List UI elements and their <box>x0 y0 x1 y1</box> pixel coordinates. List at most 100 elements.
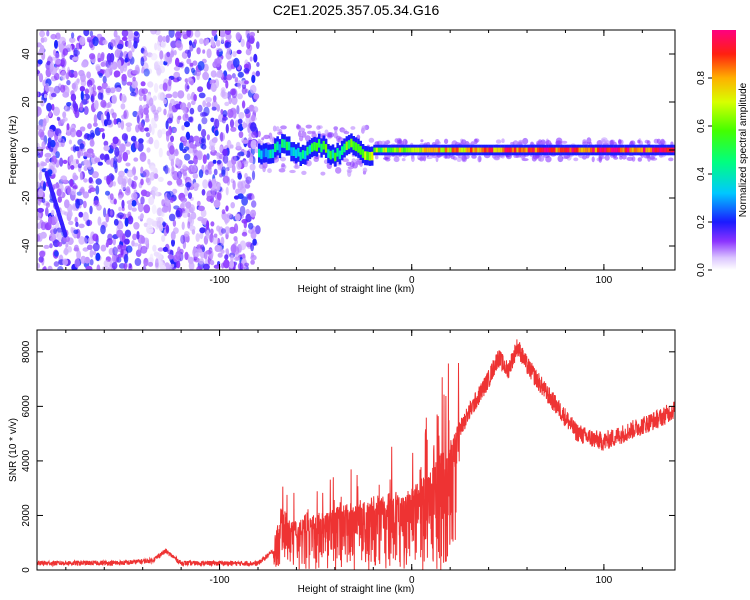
spectrogram-noise-cell <box>155 190 159 197</box>
spectrogram-halo-cell <box>296 125 302 129</box>
spectrogram-signal-core <box>458 147 462 153</box>
spectrogram-halo-cell <box>335 167 342 174</box>
spectrogram-noise-cell <box>222 110 228 118</box>
spectrogram-signal-core <box>518 147 522 153</box>
spectrogram-noise-cell <box>37 199 41 206</box>
spectrogram-signal-core <box>580 147 584 153</box>
spectrogram-signal-core <box>546 147 549 153</box>
spectrogram-noise-cell <box>65 243 69 248</box>
spectrogram-signal-core <box>258 148 261 158</box>
spectrogram-signal-core <box>620 147 623 153</box>
spectrogram-noise-cell <box>182 113 189 122</box>
spectrogram-signal-core <box>624 147 628 153</box>
spectrogram-signal-core <box>444 147 448 153</box>
spectrogram-noise-cell <box>93 122 98 127</box>
spectrogram-signal-core <box>359 146 362 155</box>
spectrogram-signal-core <box>467 147 471 153</box>
spectrogram-signal-core <box>488 147 492 153</box>
spectrogram-noise-cell <box>181 125 185 131</box>
spectrogram-noise-cell <box>188 160 194 165</box>
spectrogram-noise-cell <box>121 181 127 191</box>
spectrogram-noise-cell <box>212 235 219 245</box>
spectrogram-noise-cell <box>170 158 175 167</box>
spectrogram-signal-core <box>610 147 614 153</box>
spectrogram-noise-cell <box>191 100 196 106</box>
spectrogram-noise-cell <box>189 107 195 115</box>
spectrogram-signal-core <box>640 147 644 153</box>
spectrogram-halo-cell <box>278 168 286 173</box>
spectrogram-xlabel: Height of straight line (km) <box>298 284 415 295</box>
spectrogram-halo-cell <box>545 156 552 163</box>
spectrogram-noise-cell <box>144 127 150 132</box>
spectrogram-noise-cell <box>89 249 94 258</box>
colorbar-ticks: 0.0 0.2 0.4 0.6 0.8 <box>696 71 712 277</box>
spectrogram-noise-cell <box>64 247 69 256</box>
spectrogram-noise-cell <box>236 160 242 170</box>
spectrogram-noise-cell <box>119 222 124 230</box>
spectrogram-noise-cell <box>170 263 175 268</box>
spectrogram-signal-core <box>292 147 296 156</box>
spectrogram-signal-core <box>407 147 411 153</box>
spectrogram-noise-cell <box>201 117 208 125</box>
spectrogram-noise-cell <box>203 251 208 260</box>
spectrogram-noise-cell <box>83 178 88 183</box>
spectrogram-signal-core <box>603 147 607 153</box>
spectrogram-signal-core <box>405 147 409 153</box>
spectrogram-noise-cell <box>165 35 170 43</box>
spectrogram-signal-core <box>324 144 328 153</box>
spectrogram-noise-cell <box>111 261 118 270</box>
spectrogram-signal-core <box>371 151 374 161</box>
spectrogram-halo-cell <box>420 139 424 143</box>
spectrogram-noise-cell <box>95 65 101 72</box>
spectrogram-noise-cell <box>224 30 232 35</box>
spectrogram-noise-cell <box>39 44 45 54</box>
spectrogram-noise-cell <box>201 129 207 138</box>
spectrogram-noise-cell <box>125 245 133 253</box>
spectrogram-signal-core <box>650 147 653 153</box>
y-tick-label: 2000 <box>21 504 32 527</box>
spectrogram-noise-cell <box>245 48 252 56</box>
spectrogram-noise-cell <box>113 198 117 205</box>
spectrogram-signal-core <box>539 147 542 153</box>
spectrogram-signal-core <box>666 147 669 153</box>
spectrogram-signal-core <box>631 147 635 153</box>
spectrogram-noise-cell <box>162 35 167 43</box>
spectrogram-signal-core <box>308 145 312 154</box>
spectrogram-noise-cell <box>239 205 246 216</box>
spectrogram-noise-cell <box>117 59 122 70</box>
spectrogram-noise-cell <box>237 262 244 270</box>
spectrogram-signal-core <box>573 147 577 153</box>
spectrogram-halo-cell <box>631 156 636 162</box>
spectrogram-noise-cell <box>116 229 124 238</box>
spectrogram-noise-cell <box>117 175 124 185</box>
spectrogram-signal-core <box>569 147 572 153</box>
spectrogram-noise-cell <box>83 237 88 245</box>
spectrogram-noise-cell <box>73 184 79 190</box>
snr-plot-area <box>37 339 675 570</box>
spectrogram-noise-cell <box>129 33 135 38</box>
spectrogram-noise-cell <box>168 30 175 38</box>
spectrogram-noise-cell <box>80 79 87 87</box>
spectrogram-noise-cell <box>165 266 172 270</box>
spectrogram-noise-cell <box>154 112 159 122</box>
spectrogram-signal-core <box>645 147 648 153</box>
colorbar-tick-label: 0.6 <box>696 119 707 133</box>
spectrogram-halo-cell <box>333 131 338 139</box>
spectrogram-noise-cell <box>146 147 151 153</box>
spectrogram-noise-cell <box>158 147 163 158</box>
spectrogram-noise-cell <box>103 259 110 267</box>
spectrogram-noise-cell <box>210 145 216 153</box>
spectrogram-noise-cell <box>120 103 126 110</box>
spectrogram-noise-cell <box>140 235 146 244</box>
spectrogram-noise-cell <box>166 51 171 58</box>
spectrogram-signal-core <box>361 149 365 158</box>
spectrogram-noise-cell <box>113 118 117 125</box>
spectrogram-signal-core <box>260 150 263 160</box>
spectrogram-noise-cell <box>220 249 225 254</box>
spectrogram-noise-cell <box>132 76 136 82</box>
spectrogram-signal-core <box>394 147 397 153</box>
spectrogram-noise-cell <box>137 215 143 220</box>
y-tick-label: 40 <box>21 48 32 60</box>
spectrogram-noise-cell <box>91 152 95 158</box>
